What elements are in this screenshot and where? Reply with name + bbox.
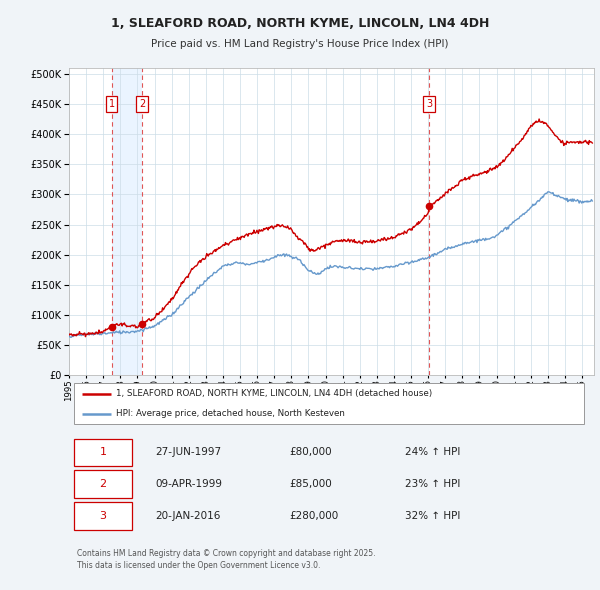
Text: Contains HM Land Registry data © Crown copyright and database right 2025.
This d: Contains HM Land Registry data © Crown c… bbox=[77, 549, 376, 570]
Text: 3: 3 bbox=[426, 99, 432, 109]
Text: £80,000: £80,000 bbox=[290, 447, 332, 457]
FancyBboxPatch shape bbox=[74, 502, 132, 530]
Text: 1: 1 bbox=[100, 447, 107, 457]
Text: HPI: Average price, detached house, North Kesteven: HPI: Average price, detached house, Nort… bbox=[116, 409, 345, 418]
Text: 2: 2 bbox=[100, 479, 107, 489]
Text: 32% ↑ HPI: 32% ↑ HPI bbox=[405, 511, 460, 521]
Text: 27-JUN-1997: 27-JUN-1997 bbox=[155, 447, 222, 457]
Text: 1, SLEAFORD ROAD, NORTH KYME, LINCOLN, LN4 4DH (detached house): 1, SLEAFORD ROAD, NORTH KYME, LINCOLN, L… bbox=[116, 389, 433, 398]
FancyBboxPatch shape bbox=[74, 438, 132, 466]
Text: £280,000: £280,000 bbox=[290, 511, 339, 521]
FancyBboxPatch shape bbox=[74, 470, 132, 498]
Text: 09-APR-1999: 09-APR-1999 bbox=[155, 479, 223, 489]
FancyBboxPatch shape bbox=[74, 383, 583, 424]
Text: 1, SLEAFORD ROAD, NORTH KYME, LINCOLN, LN4 4DH: 1, SLEAFORD ROAD, NORTH KYME, LINCOLN, L… bbox=[111, 17, 489, 30]
Text: Price paid vs. HM Land Registry's House Price Index (HPI): Price paid vs. HM Land Registry's House … bbox=[151, 40, 449, 49]
Text: 1: 1 bbox=[109, 99, 115, 109]
Text: 3: 3 bbox=[100, 511, 107, 521]
Text: 20-JAN-2016: 20-JAN-2016 bbox=[155, 511, 221, 521]
Text: 24% ↑ HPI: 24% ↑ HPI bbox=[405, 447, 460, 457]
Text: £85,000: £85,000 bbox=[290, 479, 332, 489]
Bar bbox=[112, 68, 142, 375]
Text: 2: 2 bbox=[139, 99, 145, 109]
Text: 23% ↑ HPI: 23% ↑ HPI bbox=[405, 479, 460, 489]
